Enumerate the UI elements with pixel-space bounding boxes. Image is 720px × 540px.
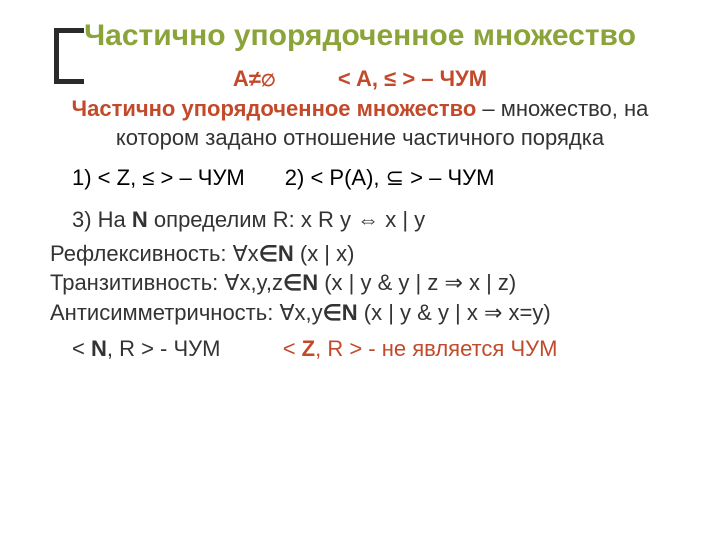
a-nonempty: A≠∅: [233, 66, 282, 91]
txt-a-neq: A≠: [233, 66, 261, 91]
reflex-in: ∈: [259, 241, 278, 266]
ex3-rest: определим R: x R y ⇔ x | y: [148, 207, 425, 232]
antis-prefix: Антисимметричность: ∀x,y: [50, 300, 323, 325]
example-1: 1) < Z, ≤ > – ЧУМ: [72, 165, 245, 191]
concl-l-b: , R > - ЧУМ: [107, 336, 221, 361]
def-term: Частично упорядоченное множество: [72, 96, 477, 121]
concl-l-a: <: [72, 336, 91, 361]
definition-line: Частично упорядоченное множество – множе…: [50, 94, 670, 153]
conclusion-line: < N, R > - ЧУМ < Z, R > - не является ЧУ…: [72, 334, 670, 364]
trans-prefix: Транзитивность: ∀x,y,z: [50, 270, 283, 295]
example-3: 3) На N определим R: x R y ⇔ x | y: [72, 205, 670, 235]
trans-tail: (x | y & y | z ⇒ x | z): [318, 270, 516, 295]
concl-l-N: N: [91, 336, 107, 361]
ex3-prefix: 3) На: [72, 207, 132, 232]
concl-r-a: <: [283, 336, 302, 361]
trans-in: ∈: [283, 270, 302, 295]
reflexivity-line: Рефлексивность: ∀x∈N (x | x): [50, 239, 670, 269]
concl-r-Z: Z: [302, 336, 315, 361]
trans-N: N: [302, 270, 318, 295]
conclusion-right: < Z, R > - не является ЧУМ: [283, 336, 558, 361]
slide-bullet-decor: [54, 28, 84, 84]
line-poset-notation: A≠∅ < A, ≤ > – ЧУМ: [50, 64, 670, 94]
antis-in: ∈: [323, 300, 342, 325]
poset-tuple: < A, ≤ > – ЧУМ: [338, 66, 487, 91]
reflex-N: N: [278, 241, 294, 266]
example-2: 2) < P(A), ⊆ > – ЧУМ: [285, 165, 495, 191]
reflex-tail: (x | x): [294, 241, 355, 266]
reflex-prefix: Рефлексивность: ∀x: [50, 241, 259, 266]
antis-tail: (x | y & y | x ⇒ x=y): [358, 300, 551, 325]
examples-row: 1) < Z, ≤ > – ЧУМ 2) < P(A), ⊆ > – ЧУМ: [72, 165, 670, 191]
concl-r-b: , R > - не является ЧУМ: [315, 336, 557, 361]
transitivity-line: Транзитивность: ∀x,y,z∈N (x | y & y | z …: [50, 268, 670, 298]
antisymmetry-line: Антисимметричность: ∀x,y∈N (x | y & y | …: [50, 298, 670, 328]
txt-emptyset: ∅: [261, 71, 276, 90]
antis-N: N: [342, 300, 358, 325]
slide-title: Частично упорядоченное множество: [50, 18, 670, 54]
ex3-N: N: [132, 207, 148, 232]
